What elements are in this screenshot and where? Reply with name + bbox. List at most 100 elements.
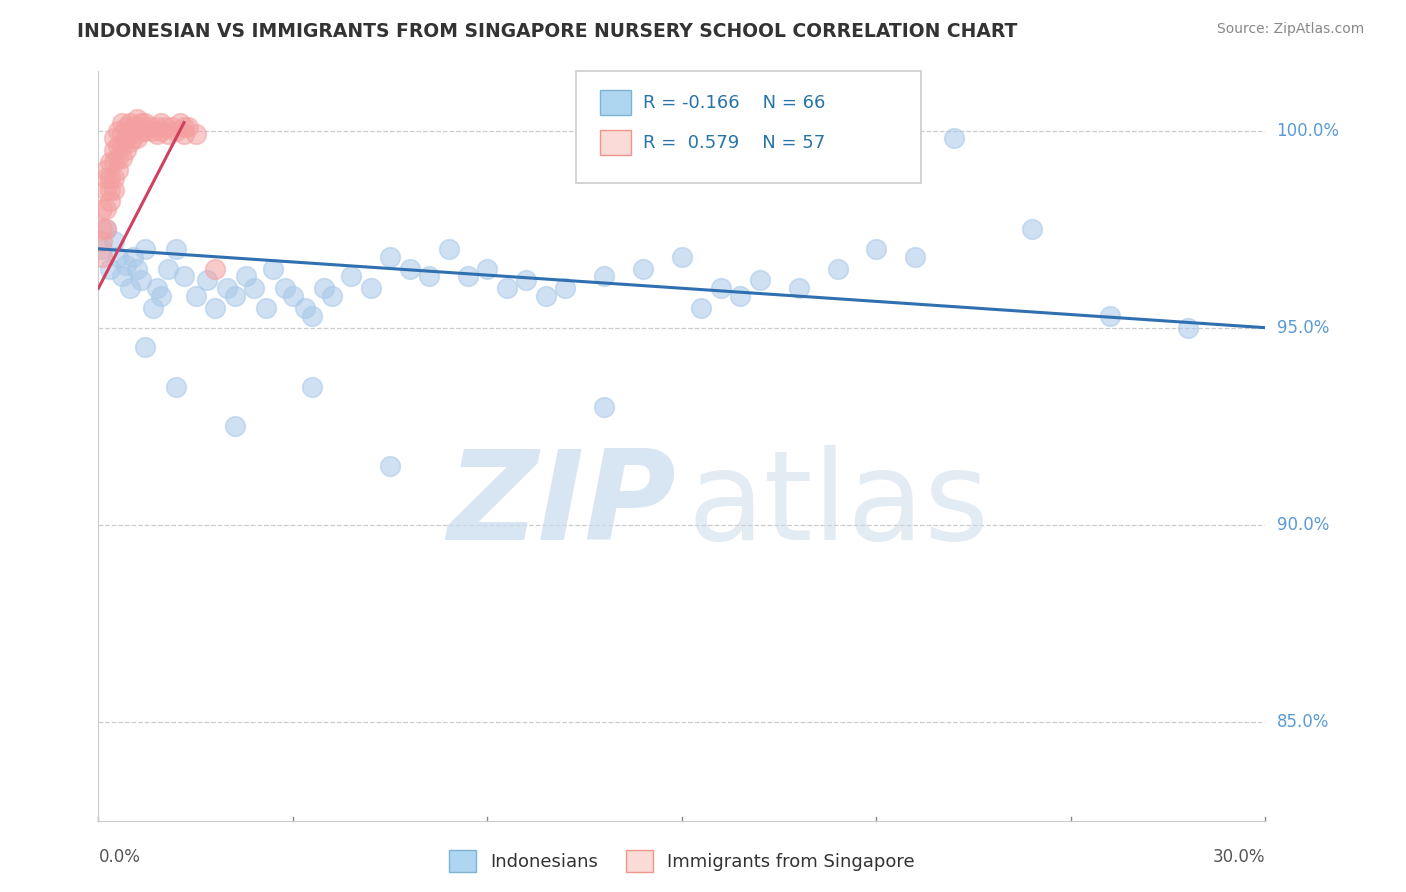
Point [127, 112, 149, 126]
Point [515, 273, 537, 287]
Point [98, 261, 121, 276]
Point [96, 170, 118, 185]
Point [122, 131, 145, 145]
Point [96, 202, 118, 217]
Point [340, 269, 363, 284]
Point [380, 458, 402, 473]
Point [118, 128, 141, 142]
Point [107, 123, 129, 137]
Point [129, 123, 152, 137]
Point [195, 273, 218, 287]
Text: ZIP: ZIP [447, 445, 676, 566]
Point [165, 380, 187, 394]
Point [534, 289, 557, 303]
Point [103, 234, 125, 248]
Point [107, 139, 129, 153]
Point [103, 155, 125, 169]
Point [122, 250, 145, 264]
Point [129, 115, 152, 129]
Point [184, 289, 207, 303]
Point [111, 128, 134, 142]
Point [162, 120, 184, 134]
Point [146, 120, 169, 134]
Point [710, 281, 733, 295]
Point [301, 309, 323, 323]
Point [157, 128, 180, 142]
Point [294, 301, 316, 315]
Point [184, 128, 207, 142]
Point [437, 242, 460, 256]
Point [321, 289, 343, 303]
Point [103, 170, 125, 185]
Point [129, 273, 152, 287]
Point [149, 115, 172, 129]
Point [114, 143, 136, 157]
Point [146, 281, 169, 295]
Point [1177, 320, 1199, 334]
Point [224, 419, 246, 434]
Point [418, 269, 440, 284]
Point [671, 250, 693, 264]
Point [748, 273, 770, 287]
Point [554, 281, 576, 295]
Point [127, 120, 149, 134]
Text: 100.0%: 100.0% [1277, 121, 1340, 139]
Point [114, 131, 136, 145]
Point [943, 131, 966, 145]
Text: R = -0.166    N = 66: R = -0.166 N = 66 [643, 94, 825, 112]
Point [173, 269, 195, 284]
Point [91, 234, 114, 248]
Point [96, 222, 118, 236]
Point [98, 155, 121, 169]
Point [111, 151, 134, 165]
Point [91, 202, 114, 217]
Point [457, 269, 479, 284]
Point [904, 250, 927, 264]
Text: atlas: atlas [688, 445, 990, 566]
Text: 0.0%: 0.0% [98, 848, 141, 866]
Point [103, 131, 125, 145]
Point [103, 143, 125, 157]
Point [107, 151, 129, 165]
Point [173, 128, 195, 142]
Point [96, 163, 118, 178]
Point [127, 261, 149, 276]
Point [146, 128, 169, 142]
Point [118, 281, 141, 295]
Point [274, 281, 297, 295]
Text: 95.0%: 95.0% [1277, 318, 1329, 336]
Text: Source: ZipAtlas.com: Source: ZipAtlas.com [1216, 22, 1364, 37]
Point [224, 289, 246, 303]
Point [1098, 309, 1121, 323]
Point [114, 258, 136, 272]
Point [165, 242, 187, 256]
Point [91, 242, 114, 256]
Point [96, 222, 118, 236]
Point [262, 261, 284, 276]
Point [254, 301, 277, 315]
Point [149, 289, 172, 303]
Point [204, 261, 226, 276]
Point [1021, 222, 1043, 236]
Point [730, 289, 752, 303]
Point [96, 183, 118, 197]
Point [114, 120, 136, 134]
Point [122, 120, 145, 134]
Text: 30.0%: 30.0% [1213, 848, 1265, 866]
Point [165, 123, 187, 137]
Point [477, 261, 499, 276]
Point [138, 120, 160, 134]
Point [631, 261, 654, 276]
Point [127, 131, 149, 145]
Point [177, 120, 200, 134]
Point [827, 261, 849, 276]
Point [204, 301, 226, 315]
Point [235, 269, 257, 284]
Point [134, 123, 156, 137]
Point [312, 281, 335, 295]
Point [134, 242, 156, 256]
Point [142, 301, 165, 315]
Point [98, 194, 121, 209]
Point [398, 261, 420, 276]
Point [243, 281, 266, 295]
